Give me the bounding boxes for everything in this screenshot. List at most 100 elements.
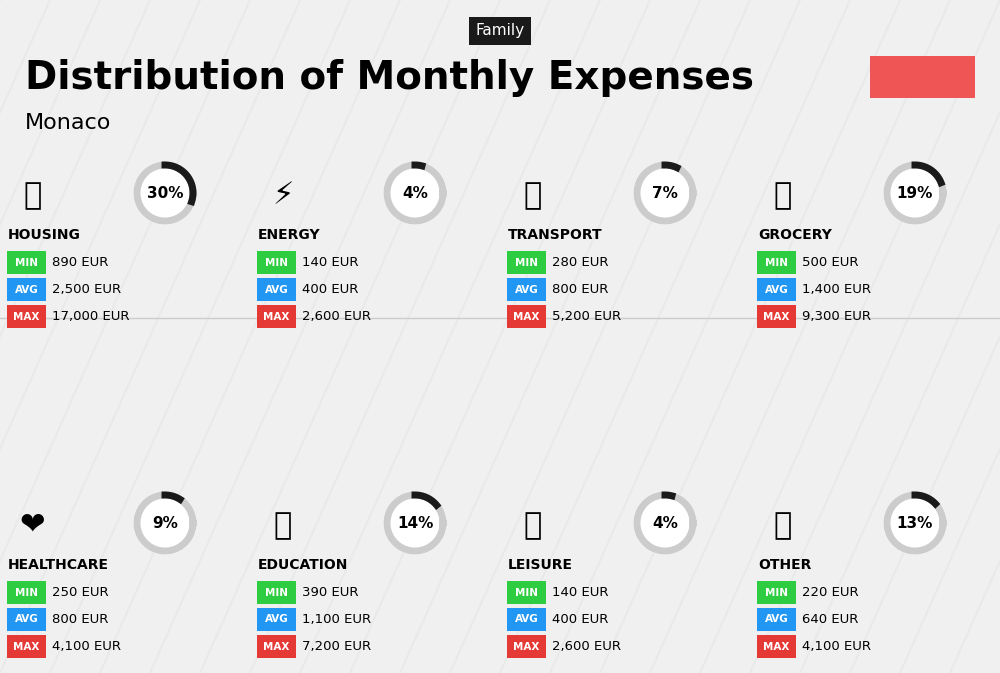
Text: 👛: 👛 (774, 511, 792, 540)
FancyBboxPatch shape (507, 581, 546, 604)
Text: MAX: MAX (763, 312, 790, 322)
Circle shape (134, 492, 196, 554)
Text: 7%: 7% (652, 186, 678, 201)
Circle shape (384, 162, 446, 224)
Text: 800 EUR: 800 EUR (552, 283, 608, 296)
Text: 800 EUR: 800 EUR (52, 613, 108, 626)
FancyBboxPatch shape (507, 305, 546, 328)
Text: 🛍️: 🛍️ (524, 511, 542, 540)
Text: MIN: MIN (265, 258, 288, 267)
Text: MAX: MAX (13, 312, 40, 322)
Text: 250 EUR: 250 EUR (52, 586, 109, 599)
Text: MIN: MIN (765, 588, 788, 598)
Text: ❤️: ❤️ (20, 511, 46, 540)
Text: 1,400 EUR: 1,400 EUR (802, 283, 871, 296)
Text: 2,500 EUR: 2,500 EUR (52, 283, 121, 296)
Text: 🚌: 🚌 (524, 182, 542, 211)
FancyBboxPatch shape (757, 278, 796, 301)
FancyBboxPatch shape (7, 305, 46, 328)
Text: MIN: MIN (515, 258, 538, 267)
Text: 390 EUR: 390 EUR (302, 586, 358, 599)
Text: MIN: MIN (265, 588, 288, 598)
Text: 30%: 30% (147, 186, 183, 201)
Text: 5,200 EUR: 5,200 EUR (552, 310, 621, 323)
Text: 4,100 EUR: 4,100 EUR (52, 640, 121, 653)
FancyBboxPatch shape (257, 581, 296, 604)
Text: EDUCATION: EDUCATION (258, 558, 348, 572)
Text: MAX: MAX (763, 641, 790, 651)
Text: 500 EUR: 500 EUR (802, 256, 858, 269)
Circle shape (884, 492, 946, 554)
FancyBboxPatch shape (257, 278, 296, 301)
Circle shape (884, 162, 946, 224)
Text: 14%: 14% (397, 516, 433, 530)
Text: MIN: MIN (765, 258, 788, 267)
Circle shape (634, 492, 696, 554)
FancyBboxPatch shape (7, 581, 46, 604)
Text: 2,600 EUR: 2,600 EUR (552, 640, 621, 653)
Text: 4,100 EUR: 4,100 EUR (802, 640, 871, 653)
Text: 9,300 EUR: 9,300 EUR (802, 310, 871, 323)
Circle shape (134, 162, 196, 224)
FancyBboxPatch shape (507, 608, 546, 631)
Text: Monaco: Monaco (25, 113, 111, 133)
Text: 13%: 13% (897, 516, 933, 530)
Text: 17,000 EUR: 17,000 EUR (52, 310, 130, 323)
Text: AVG: AVG (265, 285, 288, 295)
FancyBboxPatch shape (507, 251, 546, 274)
Text: 4%: 4% (652, 516, 678, 530)
FancyBboxPatch shape (7, 608, 46, 631)
FancyBboxPatch shape (757, 251, 796, 274)
FancyBboxPatch shape (507, 635, 546, 658)
Text: HEALTHCARE: HEALTHCARE (8, 558, 109, 572)
Text: AVG: AVG (765, 285, 788, 295)
FancyBboxPatch shape (7, 251, 46, 274)
Text: 140 EUR: 140 EUR (552, 586, 608, 599)
FancyBboxPatch shape (757, 608, 796, 631)
FancyBboxPatch shape (757, 305, 796, 328)
Text: ENERGY: ENERGY (258, 228, 321, 242)
Text: MAX: MAX (513, 312, 540, 322)
Text: HOUSING: HOUSING (8, 228, 81, 242)
Text: 280 EUR: 280 EUR (552, 256, 608, 269)
Text: 2,600 EUR: 2,600 EUR (302, 310, 371, 323)
Circle shape (384, 492, 446, 554)
FancyBboxPatch shape (257, 608, 296, 631)
Text: TRANSPORT: TRANSPORT (508, 228, 603, 242)
Text: ⚡: ⚡ (272, 182, 294, 211)
FancyBboxPatch shape (257, 305, 296, 328)
Text: Family: Family (475, 24, 525, 38)
Text: 9%: 9% (152, 516, 178, 530)
Text: MAX: MAX (263, 312, 290, 322)
FancyBboxPatch shape (257, 635, 296, 658)
FancyBboxPatch shape (870, 56, 975, 98)
Text: OTHER: OTHER (758, 558, 811, 572)
Text: AVG: AVG (265, 614, 288, 625)
Text: MIN: MIN (15, 588, 38, 598)
Text: 890 EUR: 890 EUR (52, 256, 108, 269)
Text: 140 EUR: 140 EUR (302, 256, 358, 269)
FancyBboxPatch shape (757, 581, 796, 604)
Text: 640 EUR: 640 EUR (802, 613, 858, 626)
FancyBboxPatch shape (507, 278, 546, 301)
FancyBboxPatch shape (257, 251, 296, 274)
Text: AVG: AVG (515, 285, 538, 295)
Circle shape (634, 162, 696, 224)
Text: 7,200 EUR: 7,200 EUR (302, 640, 371, 653)
Text: MIN: MIN (515, 588, 538, 598)
Text: GROCERY: GROCERY (758, 228, 832, 242)
Text: 19%: 19% (897, 186, 933, 201)
Text: MIN: MIN (15, 258, 38, 267)
Text: 🛒: 🛒 (774, 182, 792, 211)
FancyBboxPatch shape (757, 635, 796, 658)
Text: 4%: 4% (402, 186, 428, 201)
Text: Distribution of Monthly Expenses: Distribution of Monthly Expenses (25, 59, 754, 97)
Text: 400 EUR: 400 EUR (552, 613, 608, 626)
FancyBboxPatch shape (7, 278, 46, 301)
Text: AVG: AVG (765, 614, 788, 625)
Text: 🏢: 🏢 (24, 182, 42, 211)
Text: MAX: MAX (13, 641, 40, 651)
Text: MAX: MAX (263, 641, 290, 651)
Text: MAX: MAX (513, 641, 540, 651)
Text: AVG: AVG (15, 285, 38, 295)
